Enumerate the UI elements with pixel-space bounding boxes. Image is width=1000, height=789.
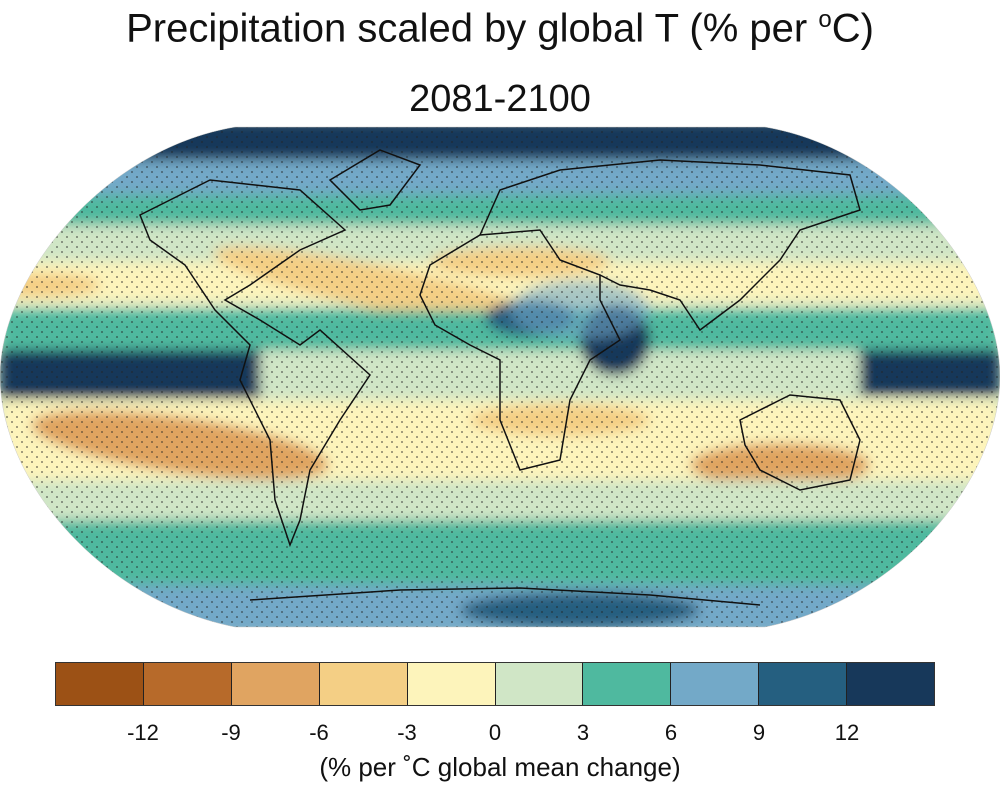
colorbar-segment	[495, 663, 584, 705]
title-text: Precipitation scaled by global T (% per	[126, 6, 819, 51]
colorbar-tick-label: -3	[397, 720, 417, 745]
colorbar-tick-label: 0	[488, 720, 502, 745]
precipitation-field	[0, 127, 1000, 627]
colorbar-tick-label: -9	[221, 720, 241, 745]
colorbar-tick-label: -12	[127, 720, 159, 745]
map-title: Precipitation scaled by global T (% per …	[0, 6, 1000, 51]
title-unit: C)	[831, 6, 874, 51]
world-map	[0, 126, 1000, 628]
colorbar-tick-label: 9	[752, 720, 766, 745]
colorbar-tick-label: -6	[309, 720, 329, 745]
colorbar-segment	[847, 663, 935, 705]
colorbar-label: (% per ˚C global mean change)	[319, 752, 681, 782]
colorbar-segment	[56, 663, 144, 705]
colorbar-segment	[319, 663, 408, 705]
colorbar	[55, 662, 935, 706]
map-border	[0, 126, 1000, 628]
title-degree: o	[818, 6, 832, 33]
colorbar-segment	[143, 663, 232, 705]
colorbar-segment	[407, 663, 496, 705]
coastlines	[139, 149, 861, 606]
colorbar-tick-label: 3	[576, 720, 590, 745]
colorbar-segment	[231, 663, 320, 705]
map-subtitle: 2081-2100	[409, 78, 591, 120]
colorbar-segment	[759, 663, 848, 705]
colorbar-tick-label: 12	[834, 720, 860, 745]
colorbar-segment	[583, 663, 672, 705]
colorbar-tick-label: 6	[664, 720, 678, 745]
colorbar-segment	[671, 663, 760, 705]
